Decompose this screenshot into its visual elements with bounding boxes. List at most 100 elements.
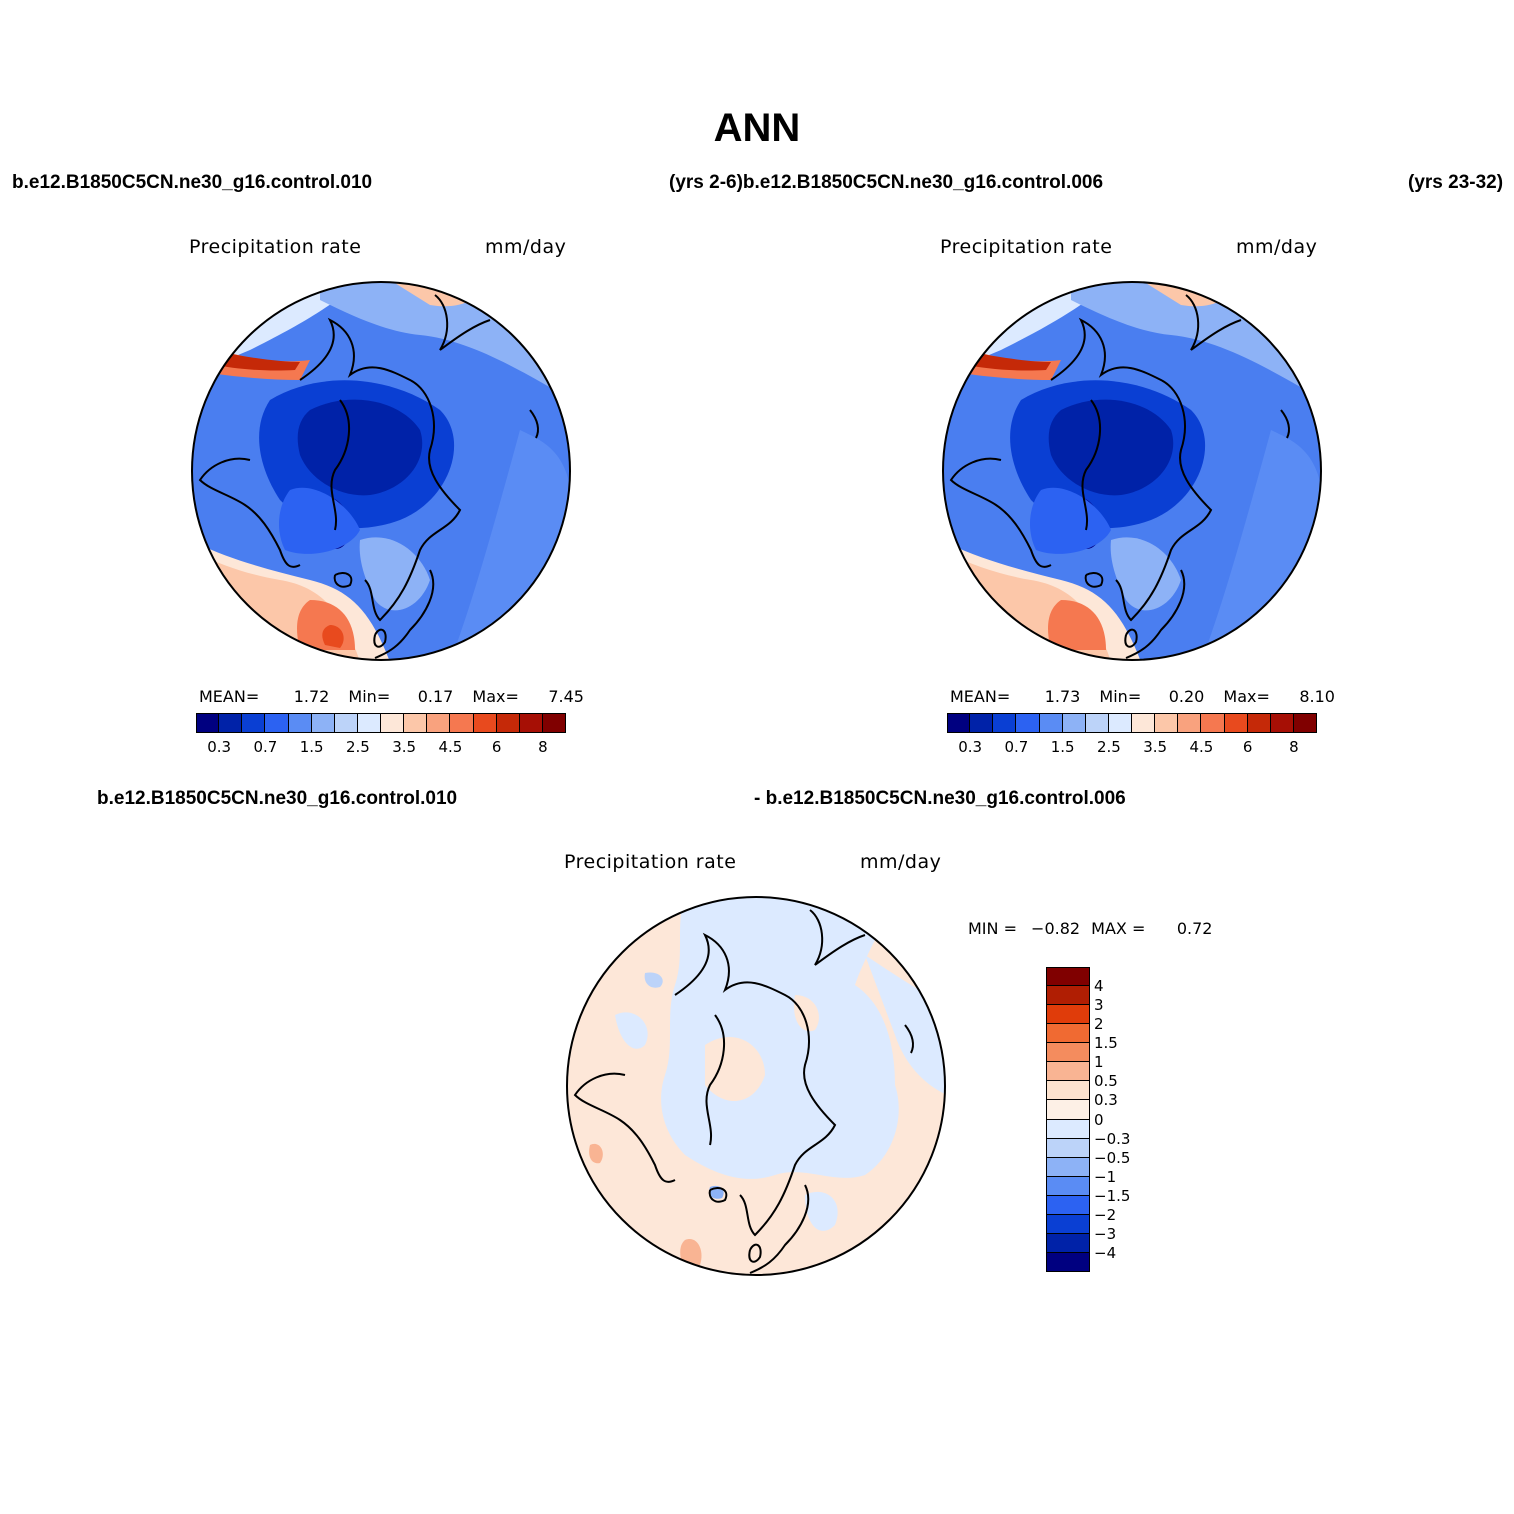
diff-label-left: b.e12.B1850C5CN.ne30_g16.control.010 — [97, 788, 458, 809]
colorbar-swatch — [265, 713, 289, 733]
colorbar-swatch — [219, 713, 243, 733]
panel1-variable: Precipitation rate — [189, 236, 362, 258]
colorbar-swatch — [242, 713, 266, 733]
panel2-max: 8.10 — [1299, 687, 1335, 706]
colorbar-tick-label: 4.5 — [438, 738, 463, 756]
colorbar-swatch — [1046, 1157, 1090, 1177]
colorbar-tick-label: −3 — [1094, 1224, 1117, 1243]
colorbar-tick-label: 0.7 — [1004, 738, 1029, 756]
colorbar-swatch — [1046, 1043, 1090, 1063]
colorbar-tick-label: 1.5 — [1050, 738, 1075, 756]
panel3-min: −0.82 — [1031, 919, 1081, 938]
colorbar-swatch — [1046, 1138, 1090, 1158]
panel2-mean-label: MEAN= — [950, 687, 1011, 706]
colorbar-swatch — [1046, 1024, 1090, 1044]
colorbar-swatch — [1046, 1005, 1090, 1025]
colorbar-swatch — [196, 713, 220, 733]
colorbar-tick-label: −2 — [1094, 1205, 1117, 1224]
colorbar-swatch — [404, 713, 428, 733]
colorbar-swatch — [427, 713, 451, 733]
colorbar-swatch — [1039, 713, 1063, 733]
colorbar-swatch — [334, 713, 358, 733]
colorbar-swatch — [1046, 1119, 1090, 1139]
colorbar-tick-label: −1 — [1094, 1167, 1117, 1186]
panel3-units: mm/day — [860, 851, 942, 873]
colorbar-tick-label: 1 — [1094, 1053, 1104, 1072]
panel3-max-label: MAX = — [1091, 919, 1146, 938]
colorbar-swatch — [1201, 713, 1225, 733]
colorbar-tick-label: 0.3 — [1094, 1091, 1118, 1110]
colorbar-tick-label: 6 — [491, 738, 502, 756]
panel3-min-label: MIN = — [968, 919, 1017, 938]
colorbar-tick-label: 1.5 — [1094, 1034, 1118, 1053]
panel3-colorbar-ticks: 4 3 2 1.5 1 0.5 0.3 0 −0.3 −0.5 −1 −1.5 −2 −3 −4 — [1094, 967, 1154, 1272]
colorbar-swatch — [496, 713, 520, 733]
panel3-variable: Precipitation rate — [564, 851, 737, 873]
colorbar-tick-label: 4 — [1094, 977, 1104, 996]
colorbar-tick-label: 3 — [1094, 996, 1104, 1015]
colorbar-swatch — [1270, 713, 1294, 733]
panel1-max-label: Max= — [472, 687, 519, 706]
colorbar-tick-label: 2.5 — [345, 738, 370, 756]
colorbar-swatch — [1046, 1233, 1090, 1253]
colorbar-swatch — [1046, 1062, 1090, 1082]
colorbar-tick-label: 4.5 — [1189, 738, 1214, 756]
colorbar-tick-label: 3.5 — [392, 738, 417, 756]
colorbar-tick-label: −1.5 — [1094, 1186, 1131, 1205]
panel1-max: 7.45 — [548, 687, 584, 706]
colorbar-tick-label: −4 — [1094, 1243, 1117, 1262]
colorbar-swatch — [1046, 1081, 1090, 1101]
colorbar-swatch — [1046, 1100, 1090, 1120]
panel1-mean-label: MEAN= — [199, 687, 260, 706]
panel1-mean: 1.72 — [293, 687, 330, 706]
colorbar-swatch — [1016, 713, 1040, 733]
panel2-colorbar-ticks: 0.3 0.7 1.5 2.5 3.5 4.5 6 8 — [947, 738, 1317, 758]
colorbar-swatch — [1108, 713, 1132, 733]
diff-label-right: - b.e12.B1850C5CN.ne30_g16.control.006 — [754, 788, 1126, 809]
panel2-min: 0.20 — [1168, 687, 1205, 706]
colorbar-tick-label: 2 — [1094, 1015, 1104, 1034]
colorbar-swatch — [311, 713, 335, 733]
colorbar-swatch — [519, 713, 543, 733]
figure-title: ANN — [713, 106, 801, 150]
panel2-mean: 1.73 — [1044, 687, 1081, 706]
panel2-min-label: Min= — [1099, 687, 1142, 706]
case-label-top-right: (yrs 23-32) — [1408, 172, 1504, 193]
colorbar-tick-label: 0 — [1094, 1110, 1104, 1129]
case-label-top-left: b.e12.B1850C5CN.ne30_g16.control.010 — [12, 172, 373, 193]
panel3-colorbar — [1046, 967, 1090, 1272]
colorbar-swatch — [357, 713, 381, 733]
colorbar-tick-label: 2.5 — [1096, 738, 1121, 756]
colorbar-tick-label: 3.5 — [1143, 738, 1168, 756]
colorbar-swatch — [1046, 986, 1090, 1006]
colorbar-tick-label: 0.3 — [958, 738, 983, 756]
colorbar-swatch — [947, 713, 971, 733]
colorbar-swatch — [1178, 713, 1202, 733]
panel1-colorbar-ticks: 0.3 0.7 1.5 2.5 3.5 4.5 6 8 — [196, 738, 566, 758]
panel1-polar-map — [191, 281, 571, 661]
panel2-units: mm/day — [1236, 236, 1318, 258]
colorbar-swatch — [1046, 1252, 1090, 1272]
colorbar-tick-label: −0.3 — [1094, 1129, 1131, 1148]
panel1-min-label: Min= — [348, 687, 391, 706]
colorbar-swatch — [450, 713, 474, 733]
colorbar-swatch — [1062, 713, 1086, 733]
colorbar-tick-label: 0.3 — [207, 738, 232, 756]
panel2-variable: Precipitation rate — [940, 236, 1113, 258]
panel2-polar-map — [942, 281, 1322, 661]
colorbar-tick-label: 0.7 — [253, 738, 278, 756]
colorbar-tick-label: 8 — [538, 738, 548, 756]
colorbar-tick-label: 8 — [1289, 738, 1299, 756]
colorbar-swatch — [1046, 1176, 1090, 1196]
colorbar-tick-label: 1.5 — [299, 738, 324, 756]
colorbar-swatch — [1132, 713, 1156, 733]
panel1-min: 0.17 — [417, 687, 454, 706]
panel2-max-label: Max= — [1223, 687, 1270, 706]
colorbar-swatch — [1046, 1195, 1090, 1215]
colorbar-swatch — [1155, 713, 1179, 733]
colorbar-swatch — [993, 713, 1017, 733]
panel3-polar-map — [566, 896, 946, 1276]
colorbar-swatch — [970, 713, 994, 733]
colorbar-swatch — [1046, 967, 1090, 987]
case-label-top-mid: (yrs 2-6)b.e12.B1850C5CN.ne30_g16.contro… — [669, 172, 1104, 193]
